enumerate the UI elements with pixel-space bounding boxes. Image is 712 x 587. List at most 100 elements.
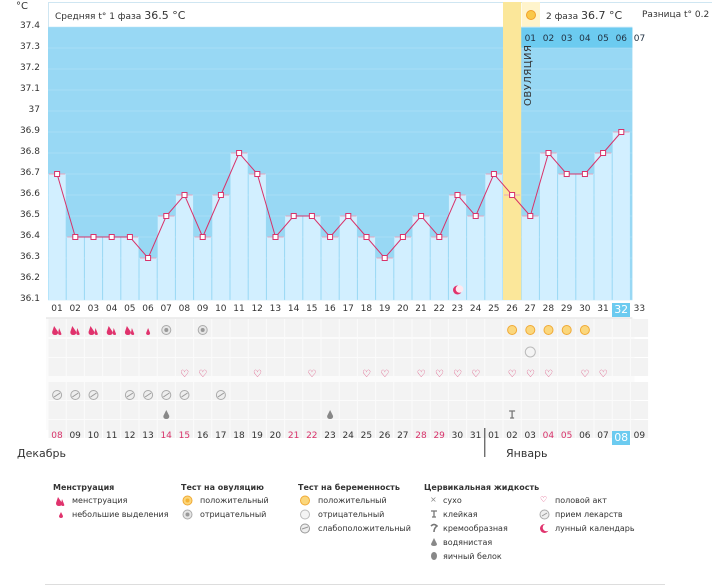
marker-cell <box>630 339 649 357</box>
marker-cell <box>66 401 84 419</box>
marker-cell <box>521 401 539 419</box>
y-tick-label: 36.3 <box>19 252 40 262</box>
small-discharge-icon <box>146 328 151 335</box>
pill-icon-line <box>53 392 61 398</box>
date-label: 23 <box>324 431 336 441</box>
point-day-14 <box>290 213 297 219</box>
date-label: 14 <box>160 431 172 441</box>
date-label: 25 <box>360 431 373 441</box>
marker-cell <box>467 319 485 337</box>
marker-cell <box>303 420 321 438</box>
legend: Менструация менструация небольшие выделе… <box>0 478 712 587</box>
x-tick-label: 17 <box>342 304 354 314</box>
date-label: 02 <box>506 431 518 441</box>
bar-day-15 <box>303 216 321 300</box>
y-tick-label: 36.4 <box>19 231 40 241</box>
moon-icon-cut <box>455 285 464 293</box>
diff-value: 0.2 ° <box>694 10 712 20</box>
marker-cell <box>139 401 157 419</box>
phase2-label: 2 фаза <box>546 12 579 22</box>
date-label: 26 <box>378 431 391 441</box>
date-label: 12 <box>124 431 136 441</box>
date-label: 13 <box>142 431 154 441</box>
marker-cell <box>503 420 521 438</box>
x-tick-label: 24 <box>469 304 482 314</box>
marker-cell <box>266 401 285 419</box>
point-day-32 <box>618 129 625 135</box>
watery-icon <box>431 538 437 546</box>
marker-cell <box>503 401 521 419</box>
marker-cell <box>248 382 266 400</box>
marker-cell <box>412 319 430 337</box>
marker-cell <box>503 382 521 400</box>
ovulation-column <box>503 2 522 300</box>
x-tick-label: 28 <box>542 304 555 314</box>
marker-cell <box>248 319 266 337</box>
point-day-26 <box>509 192 516 198</box>
legend-intercourse: половой акт <box>555 496 607 505</box>
point-day-06 <box>145 255 152 261</box>
marker-cell <box>303 319 321 337</box>
bar-day-08 <box>175 195 194 300</box>
marker-cell <box>357 319 376 337</box>
point-day-02 <box>72 234 79 240</box>
date-label: 08 <box>612 431 631 445</box>
date-label: 28 <box>415 431 427 441</box>
y-unit-label: °C <box>16 1 28 12</box>
y-tick-label: 37.2 <box>19 63 40 73</box>
marker-cell <box>448 420 467 438</box>
marker-cell <box>521 382 539 400</box>
marker-cell <box>630 358 649 376</box>
point-day-11 <box>236 150 243 156</box>
marker-cell <box>467 358 485 376</box>
pregnancy-positive-icon <box>525 325 536 335</box>
egg-white-icon <box>431 552 437 560</box>
marker-cell <box>212 401 230 419</box>
menstruation-icon <box>106 326 117 335</box>
marker-cell <box>448 319 467 337</box>
marker-cell <box>467 401 485 419</box>
marker-cell <box>576 420 594 438</box>
legend-pregnancy-negative: отрицательный <box>318 510 385 519</box>
marker-cell <box>303 358 321 376</box>
x-tick-label: 23 <box>451 304 464 314</box>
marker-cell <box>157 401 175 419</box>
date-label: 16 <box>196 431 209 441</box>
date-label: 20 <box>269 431 282 441</box>
x-tick-label: 33 <box>633 304 646 314</box>
bar-day-10 <box>212 195 230 300</box>
ovulation-label: ОВУЛЯЦИЯ <box>523 45 539 107</box>
bar-day-19 <box>376 258 394 300</box>
marker-cell <box>612 358 630 376</box>
marker-cell <box>357 358 376 376</box>
marker-cell <box>412 382 430 400</box>
marker-cell <box>48 358 66 376</box>
marker-cell <box>212 339 230 357</box>
marker-cell <box>394 319 412 337</box>
point-day-30 <box>581 171 588 177</box>
x-tick-label: 30 <box>579 304 591 314</box>
y-tick-label: 36.1 <box>19 294 40 304</box>
phase2-day-label: 05 <box>597 34 608 44</box>
marker-cell <box>576 339 594 357</box>
point-day-28 <box>545 150 552 156</box>
marker-cell <box>376 319 394 337</box>
bar-day-23 <box>448 195 467 300</box>
heart-icon: ♡ <box>380 369 389 380</box>
phase2-day-label: 04 <box>579 34 591 44</box>
marker-cell <box>321 358 339 376</box>
marker-cell <box>594 339 612 357</box>
legend-divider <box>45 584 665 585</box>
x-tick-label: 22 <box>433 304 445 314</box>
marker-cell <box>448 401 467 419</box>
marker-cell <box>84 401 103 419</box>
sticky-icon <box>431 510 437 518</box>
marker-cell <box>103 420 121 438</box>
marker-cell <box>594 401 612 419</box>
marker-cell <box>230 401 248 419</box>
point-day-09 <box>199 234 206 240</box>
marker-cell <box>285 358 303 376</box>
date-label: 01 <box>488 431 500 441</box>
bar-day-17 <box>339 216 357 300</box>
pregnancy-positive-icon <box>300 495 310 506</box>
